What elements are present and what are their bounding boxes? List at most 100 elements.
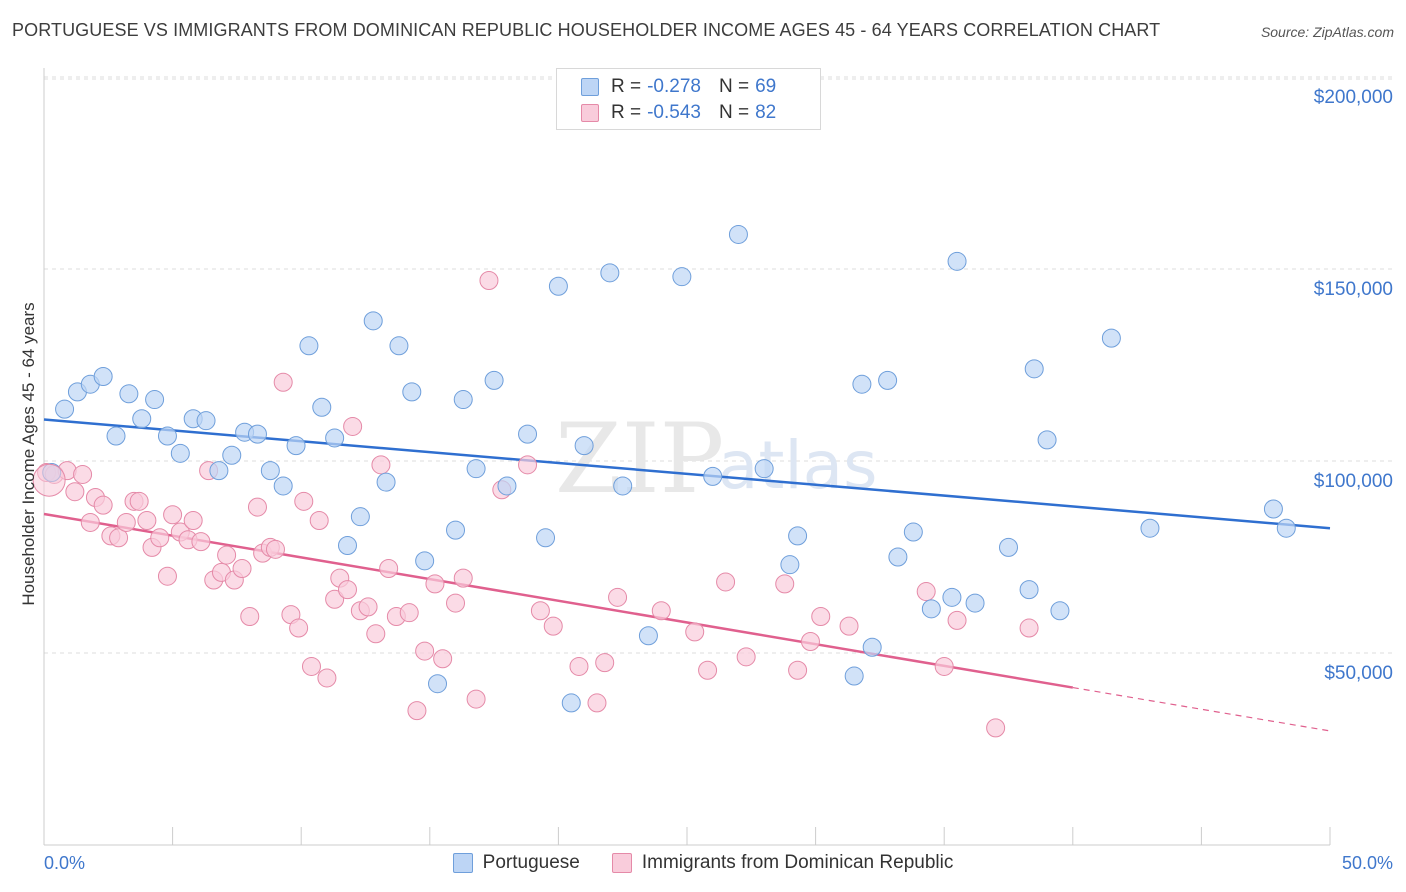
- dominican-point: [399, 603, 419, 623]
- portuguese-point: [965, 593, 985, 613]
- portuguese-point: [350, 507, 370, 527]
- dominican-point: [65, 482, 85, 502]
- dominican-point: [109, 528, 129, 548]
- dominican-point: [433, 649, 453, 669]
- legend-item-dominican[interactable]: Immigrants from Dominican Republic: [611, 852, 953, 874]
- portuguese-point: [942, 587, 962, 607]
- portuguese-point: [1276, 518, 1296, 538]
- portuguese-point: [638, 626, 658, 646]
- portuguese-point: [1037, 430, 1057, 450]
- dominican-point: [358, 597, 378, 617]
- portuguese-point: [600, 263, 620, 283]
- portuguese-point: [402, 382, 422, 402]
- portuguese-point: [209, 461, 229, 481]
- x-tick-label-max: 50.0%: [1342, 853, 1393, 873]
- dominican-point: [317, 668, 337, 688]
- watermark-zip: ZIP: [555, 403, 724, 515]
- portuguese-point: [862, 637, 882, 657]
- dominican-point: [301, 656, 321, 676]
- dominican-point: [518, 455, 538, 475]
- portuguese-point: [132, 409, 152, 429]
- dominican-point: [32, 463, 66, 497]
- dominican-point: [137, 511, 157, 531]
- legend-label-portuguese: Portuguese: [482, 852, 580, 873]
- portuguese-point: [337, 535, 357, 555]
- legend-r-label: R =: [611, 102, 642, 123]
- portuguese-point: [672, 267, 692, 287]
- portuguese-point: [1024, 359, 1044, 379]
- dominican-point: [265, 539, 285, 559]
- dominican-point: [379, 559, 399, 579]
- legend-swatch-dominican: [611, 853, 632, 873]
- portuguese-point: [446, 520, 466, 540]
- dominican-point: [183, 511, 203, 531]
- dominican-point: [415, 641, 435, 661]
- dominican-point: [839, 616, 859, 636]
- dominican-point: [608, 587, 628, 607]
- watermark-atlas: atlas: [718, 427, 878, 504]
- legend-r-label: R =: [611, 76, 642, 97]
- portuguese-point: [788, 526, 808, 546]
- portuguese-point: [574, 436, 594, 456]
- portuguese-point: [106, 426, 126, 446]
- correlation-legend: R = -0.278 N = 69 R = -0.543 N = 82: [556, 68, 821, 130]
- y-tick-label: $100,000: [1314, 471, 1393, 492]
- legend-n-label: N =: [718, 102, 750, 123]
- portuguese-point: [466, 459, 486, 479]
- dominican-point: [916, 582, 936, 602]
- portuguese-point: [170, 443, 190, 463]
- portuguese-point: [484, 370, 504, 390]
- y-tick-label: $150,000: [1314, 279, 1393, 300]
- portuguese-point: [561, 693, 581, 713]
- dominican-point: [240, 607, 260, 627]
- portuguese-point: [1263, 499, 1283, 519]
- legend-swatch-portuguese: [452, 853, 473, 873]
- dominican-point: [788, 660, 808, 680]
- dominican-point: [446, 593, 466, 613]
- y-tick-labels: $50,000 $100,000 $150,000 $200,000: [1314, 87, 1393, 684]
- portuguese-point: [703, 466, 723, 486]
- legend-n-value: 82: [755, 102, 777, 123]
- portuguese-point: [754, 459, 774, 479]
- portuguese-point: [93, 367, 113, 387]
- dominican-point: [116, 512, 136, 532]
- portuguese-point: [921, 599, 941, 619]
- portuguese-point: [363, 311, 383, 331]
- dominican-point: [651, 601, 671, 621]
- portuguese-point: [55, 399, 75, 419]
- y-tick-label: $50,000: [1324, 663, 1393, 684]
- dominican-point: [73, 464, 93, 484]
- portuguese-point: [518, 424, 538, 444]
- portuguese-point: [157, 426, 177, 446]
- portuguese-point: [415, 551, 435, 571]
- dominican-point: [343, 416, 363, 436]
- portuguese-point: [119, 384, 139, 404]
- legend-n-value: 69: [755, 76, 777, 97]
- dominican-point: [685, 622, 705, 642]
- dominican-point: [716, 572, 736, 592]
- dominican-trend-extension: [1072, 686, 1331, 732]
- dominican-point: [247, 497, 267, 517]
- legend-r-value: -0.278: [647, 76, 701, 97]
- legend-row-portuguese: R = -0.278 N = 69: [581, 74, 776, 100]
- portuguese-point: [453, 390, 473, 410]
- dominican-point: [163, 505, 183, 525]
- dominican-point: [232, 559, 252, 579]
- dominican-point: [93, 495, 113, 515]
- portuguese-point: [1140, 518, 1160, 538]
- portuguese-point: [222, 445, 242, 465]
- dominican-point: [947, 610, 967, 630]
- portuguese-point: [389, 336, 409, 356]
- dominican-point: [543, 616, 563, 636]
- dominican-point: [425, 574, 445, 594]
- dominican-point: [800, 631, 820, 651]
- dominican-point: [80, 512, 100, 532]
- portuguese-point: [888, 547, 908, 567]
- dominican-point: [157, 566, 177, 586]
- portuguese-point: [536, 528, 556, 548]
- legend-item-portuguese[interactable]: Portuguese: [452, 852, 580, 874]
- portuguese-point: [903, 522, 923, 542]
- portuguese-point: [878, 370, 898, 390]
- portuguese-point: [548, 276, 568, 296]
- portuguese-point: [247, 424, 267, 444]
